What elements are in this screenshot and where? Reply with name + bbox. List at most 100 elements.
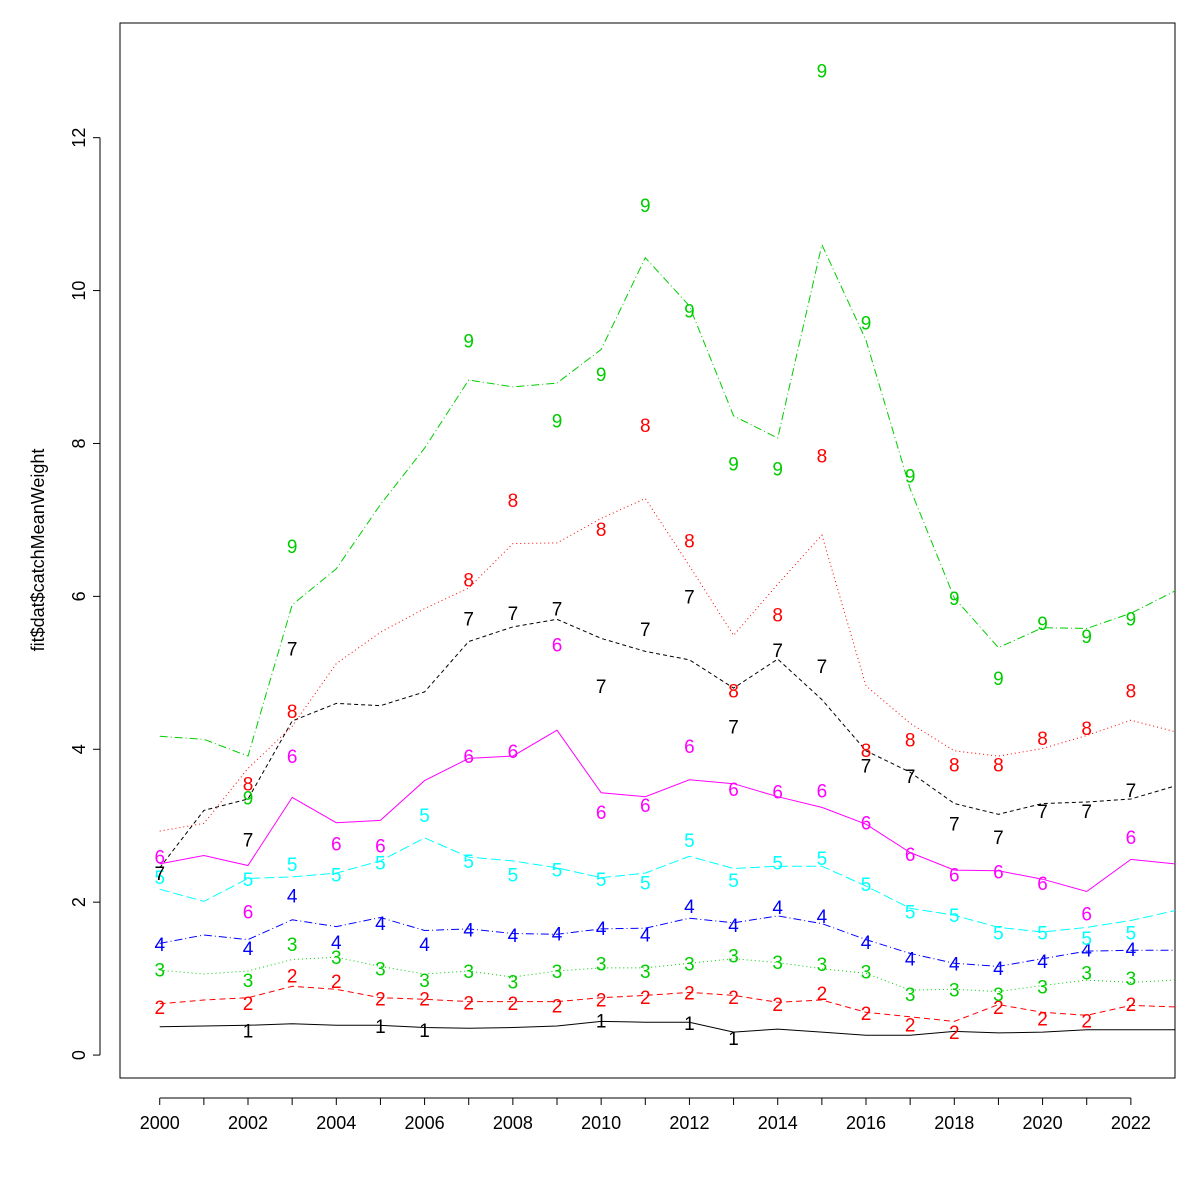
observed-point-age-6: 6 [640,796,651,817]
y-tick-label: 0 [69,1050,89,1060]
observed-point-age-5: 5 [508,866,519,887]
observed-point-age-7: 7 [640,620,651,641]
observed-point-age-3: 3 [243,971,254,992]
observed-point-age-2: 2 [154,998,165,1019]
observed-point-age-7: 7 [508,604,519,625]
observed-point-age-8: 8 [508,491,519,512]
series-line-age-2 [159,985,1175,1022]
observed-point-age-7: 7 [949,814,960,835]
observed-point-age-2: 2 [508,994,519,1015]
observed-point-age-4: 4 [993,959,1004,980]
observed-point-age-2: 2 [949,1023,960,1044]
series-line-age-8 [159,497,1175,832]
observed-point-age-8: 8 [1081,719,1092,740]
observed-point-age-1: 1 [596,1012,607,1033]
observed-point-age-2: 2 [817,984,828,1005]
observed-point-age-3: 3 [728,947,739,968]
observed-point-age-5: 5 [949,906,960,927]
observed-point-age-4: 4 [1081,941,1092,962]
observed-point-age-6: 6 [861,814,872,835]
observed-point-age-2: 2 [993,998,1004,1019]
observed-point-age-6: 6 [772,782,783,803]
observed-point-age-4: 4 [728,916,739,937]
observed-point-age-6: 6 [1037,874,1048,895]
observed-point-age-8: 8 [287,702,298,723]
observed-point-age-6: 6 [463,747,474,768]
observed-point-age-8: 8 [243,775,254,796]
observed-point-age-6: 6 [331,834,342,855]
observed-point-age-8: 8 [993,756,1004,777]
observed-point-age-8: 8 [596,520,607,541]
observed-point-age-9: 9 [243,788,254,809]
observed-point-age-4: 4 [684,897,695,918]
y-tick-label: 2 [69,897,89,907]
observed-point-age-7: 7 [728,717,739,738]
observed-point-age-2: 2 [243,994,254,1015]
y-tick-label: 6 [69,591,89,601]
observed-point-age-3: 3 [861,963,872,984]
observed-point-age-8: 8 [905,730,916,751]
y-axis: 0 2 4 6 8 10 12 [69,128,101,1060]
observed-point-age-4: 4 [861,933,872,954]
x-axis: 2000 2002 2004 2006 2008 2010 2012 2014 2016 2018… [140,1097,1151,1133]
observed-point-age-3: 3 [640,962,651,983]
observed-point-age-5: 5 [905,902,916,923]
series-line-age-3 [159,956,1175,993]
observed-point-age-5: 5 [331,866,342,887]
observed-point-age-2: 2 [331,972,342,993]
observed-point-age-6: 6 [154,847,165,868]
observed-point-age-5: 5 [1126,924,1137,945]
observed-point-age-4: 4 [1037,952,1048,973]
observed-point-age-7: 7 [772,641,783,662]
observed-point-age-3: 3 [375,960,386,981]
observed-point-age-5: 5 [596,870,607,891]
observed-point-age-5: 5 [243,870,254,891]
observed-point-age-5: 5 [552,860,563,881]
observed-point-age-4: 4 [419,935,430,956]
observed-point-age-6: 6 [243,902,254,923]
observed-point-age-3: 3 [331,948,342,969]
observed-point-age-8: 8 [817,447,828,468]
observed-point-age-6: 6 [552,636,563,657]
observed-point-age-7: 7 [596,677,607,698]
observed-point-age-2: 2 [1037,1009,1048,1030]
observed-point-age-5: 5 [817,849,828,870]
observed-point-age-5: 5 [419,806,430,827]
observed-point-age-9: 9 [1037,614,1048,635]
x-tick-label: 2012 [669,1113,709,1133]
observed-point-age-9: 9 [1126,610,1137,631]
series-line-age-6 [159,729,1175,893]
observed-point-age-7: 7 [287,639,298,660]
observed-point-age-3: 3 [817,955,828,976]
observed-point-age-4: 4 [463,921,474,942]
observed-point-age-2: 2 [1126,995,1137,1016]
observed-point-age-2: 2 [375,989,386,1010]
observed-point-age-8: 8 [463,571,474,592]
observed-point-age-4: 4 [287,886,298,907]
observed-point-age-7: 7 [1126,781,1137,802]
observed-point-age-5: 5 [1081,929,1092,950]
x-tick-label: 2004 [316,1113,356,1133]
x-tick-label: 2002 [228,1113,268,1133]
observed-point-age-6: 6 [1126,828,1137,849]
observed-point-age-1: 1 [243,1022,254,1043]
observed-point-age-6: 6 [949,866,960,887]
series-line-age-4 [159,915,1175,967]
observed-point-age-5: 5 [154,868,165,889]
observed-point-age-1: 1 [728,1029,739,1050]
observed-point-age-5: 5 [463,852,474,873]
observed-point-age-9: 9 [993,669,1004,690]
plot-frame [119,22,1176,1079]
observed-point-age-6: 6 [375,837,386,858]
observed-point-age-7: 7 [1081,802,1092,823]
observed-point-age-5: 5 [861,875,872,896]
y-tick-label: 8 [69,438,89,448]
observed-point-age-8: 8 [1126,681,1137,702]
observed-point-age-2: 2 [463,993,474,1014]
observed-point-age-3: 3 [772,953,783,974]
observed-point-age-2: 2 [640,988,651,1009]
observed-point-age-4: 4 [331,933,342,954]
observed-point-age-4: 4 [817,907,828,928]
